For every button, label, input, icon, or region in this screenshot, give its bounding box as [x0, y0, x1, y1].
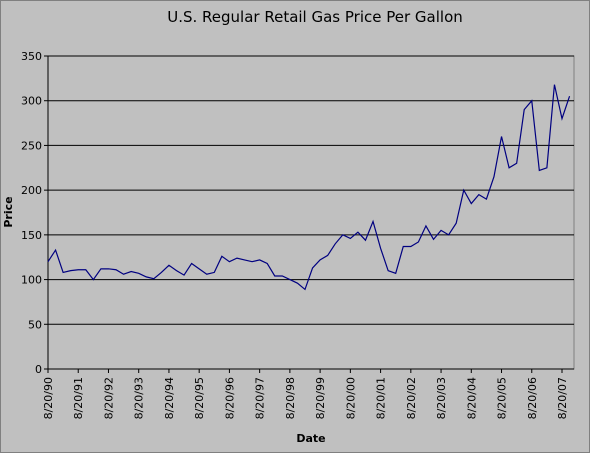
- x-tick-label: 8/20/01: [375, 377, 388, 419]
- x-tick-label: 8/20/96: [223, 377, 236, 419]
- x-tick-label: 8/20/02: [405, 377, 418, 419]
- y-axis-title: Price: [2, 196, 15, 227]
- y-tick-label: 50: [28, 318, 42, 331]
- y-tick-label: 200: [21, 184, 42, 197]
- y-tick-label: 150: [21, 229, 42, 242]
- x-tick-label: 8/20/95: [193, 377, 206, 419]
- x-tick-label: 8/20/90: [42, 377, 55, 419]
- y-tick-label: 250: [21, 139, 42, 152]
- data-line: [47, 84, 571, 291]
- x-tick-label: 8/20/99: [314, 377, 327, 419]
- x-tick-label: 8/20/94: [163, 377, 176, 419]
- x-tick-label: 8/20/04: [465, 377, 478, 419]
- x-axis-title: Date: [296, 432, 325, 445]
- y-tick-label: 0: [35, 363, 42, 376]
- x-tick-label: 8/20/91: [72, 377, 85, 419]
- x-tick-label: 8/20/06: [526, 377, 539, 419]
- x-tick-label: 8/20/03: [435, 377, 448, 419]
- x-tick-label: 8/20/05: [496, 377, 509, 419]
- y-tick-label: 100: [21, 274, 42, 287]
- plot-area: [47, 55, 575, 370]
- x-tick-label: 8/20/07: [556, 377, 569, 419]
- x-tick-label: 8/20/00: [344, 377, 357, 419]
- x-tick-label: 8/20/98: [284, 377, 297, 419]
- x-tick-label: 8/20/93: [133, 377, 146, 419]
- x-tick-label: 8/20/97: [254, 377, 267, 419]
- x-tick-label: 8/20/92: [102, 377, 115, 419]
- y-tick-label: 300: [21, 95, 42, 108]
- chart-title: U.S. Regular Retail Gas Price Per Gallon: [167, 8, 463, 26]
- y-tick-label: 350: [21, 50, 42, 63]
